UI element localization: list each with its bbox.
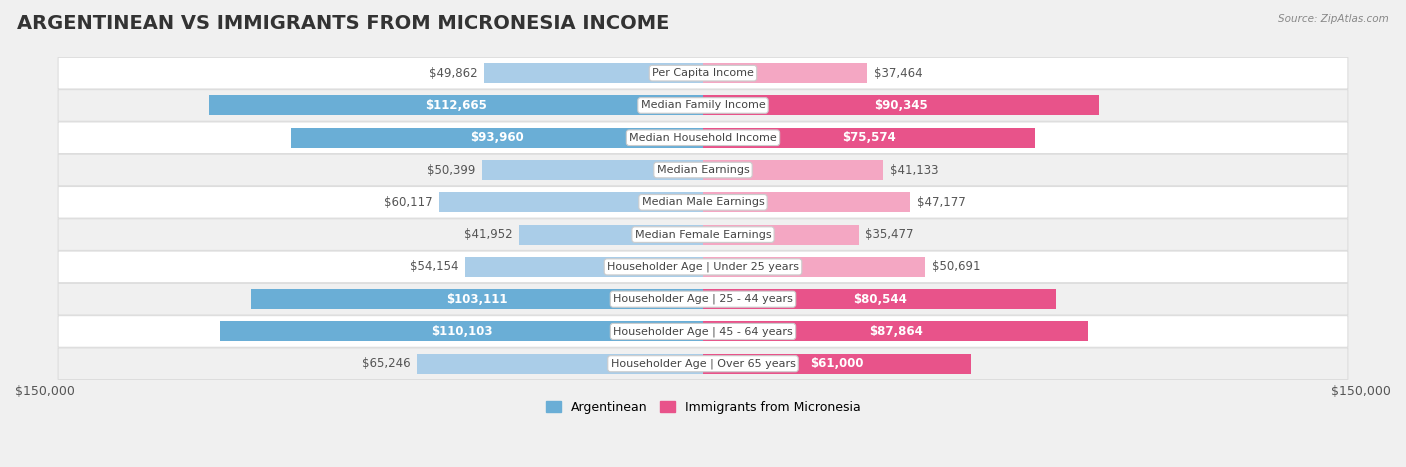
Text: $80,544: $80,544 [853, 293, 907, 306]
Text: $103,111: $103,111 [446, 293, 508, 306]
Bar [703, 192, 910, 212]
Bar [416, 354, 703, 374]
Bar [291, 128, 703, 148]
Text: $87,864: $87,864 [869, 325, 922, 338]
Text: $47,177: $47,177 [917, 196, 966, 209]
Text: $50,691: $50,691 [932, 261, 980, 273]
FancyBboxPatch shape [58, 154, 1348, 186]
Text: $90,345: $90,345 [875, 99, 928, 112]
FancyBboxPatch shape [58, 316, 1348, 347]
Text: $65,246: $65,246 [361, 357, 411, 370]
Bar [703, 160, 883, 180]
Bar [250, 289, 703, 309]
FancyBboxPatch shape [58, 57, 1348, 89]
Bar [519, 225, 703, 245]
Text: $49,862: $49,862 [429, 67, 478, 80]
Text: $110,103: $110,103 [430, 325, 492, 338]
FancyBboxPatch shape [58, 186, 1348, 218]
Text: Per Capita Income: Per Capita Income [652, 68, 754, 78]
Bar [482, 160, 703, 180]
Bar [465, 257, 703, 277]
Text: Median Female Earnings: Median Female Earnings [634, 230, 772, 240]
Text: $93,960: $93,960 [470, 131, 524, 144]
Text: Median Male Earnings: Median Male Earnings [641, 198, 765, 207]
FancyBboxPatch shape [58, 122, 1348, 154]
Bar [439, 192, 703, 212]
Text: Source: ZipAtlas.com: Source: ZipAtlas.com [1278, 14, 1389, 24]
Bar [703, 225, 859, 245]
Bar [484, 63, 703, 83]
Bar [703, 321, 1088, 341]
Text: $112,665: $112,665 [425, 99, 486, 112]
Bar [703, 95, 1099, 115]
Text: Householder Age | Over 65 years: Householder Age | Over 65 years [610, 359, 796, 369]
FancyBboxPatch shape [58, 90, 1348, 121]
Text: Householder Age | 25 - 44 years: Householder Age | 25 - 44 years [613, 294, 793, 304]
Bar [703, 63, 868, 83]
FancyBboxPatch shape [58, 251, 1348, 283]
Text: $41,133: $41,133 [890, 163, 939, 177]
Bar [219, 321, 703, 341]
Text: $50,399: $50,399 [427, 163, 475, 177]
FancyBboxPatch shape [58, 283, 1348, 315]
Text: $61,000: $61,000 [810, 357, 863, 370]
Legend: Argentinean, Immigrants from Micronesia: Argentinean, Immigrants from Micronesia [540, 396, 866, 419]
Text: $41,952: $41,952 [464, 228, 512, 241]
FancyBboxPatch shape [58, 348, 1348, 380]
Bar [703, 289, 1056, 309]
Text: $54,154: $54,154 [411, 261, 458, 273]
FancyBboxPatch shape [58, 219, 1348, 250]
Text: $35,477: $35,477 [865, 228, 914, 241]
Text: Median Household Income: Median Household Income [628, 133, 778, 143]
Text: $37,464: $37,464 [875, 67, 922, 80]
Text: $60,117: $60,117 [384, 196, 433, 209]
Bar [703, 257, 925, 277]
Bar [208, 95, 703, 115]
Text: ARGENTINEAN VS IMMIGRANTS FROM MICRONESIA INCOME: ARGENTINEAN VS IMMIGRANTS FROM MICRONESI… [17, 14, 669, 33]
Text: $75,574: $75,574 [842, 131, 896, 144]
Text: Median Family Income: Median Family Income [641, 100, 765, 111]
Text: Median Earnings: Median Earnings [657, 165, 749, 175]
Text: Householder Age | 45 - 64 years: Householder Age | 45 - 64 years [613, 326, 793, 337]
Bar [703, 354, 970, 374]
Text: Householder Age | Under 25 years: Householder Age | Under 25 years [607, 262, 799, 272]
Bar [703, 128, 1035, 148]
